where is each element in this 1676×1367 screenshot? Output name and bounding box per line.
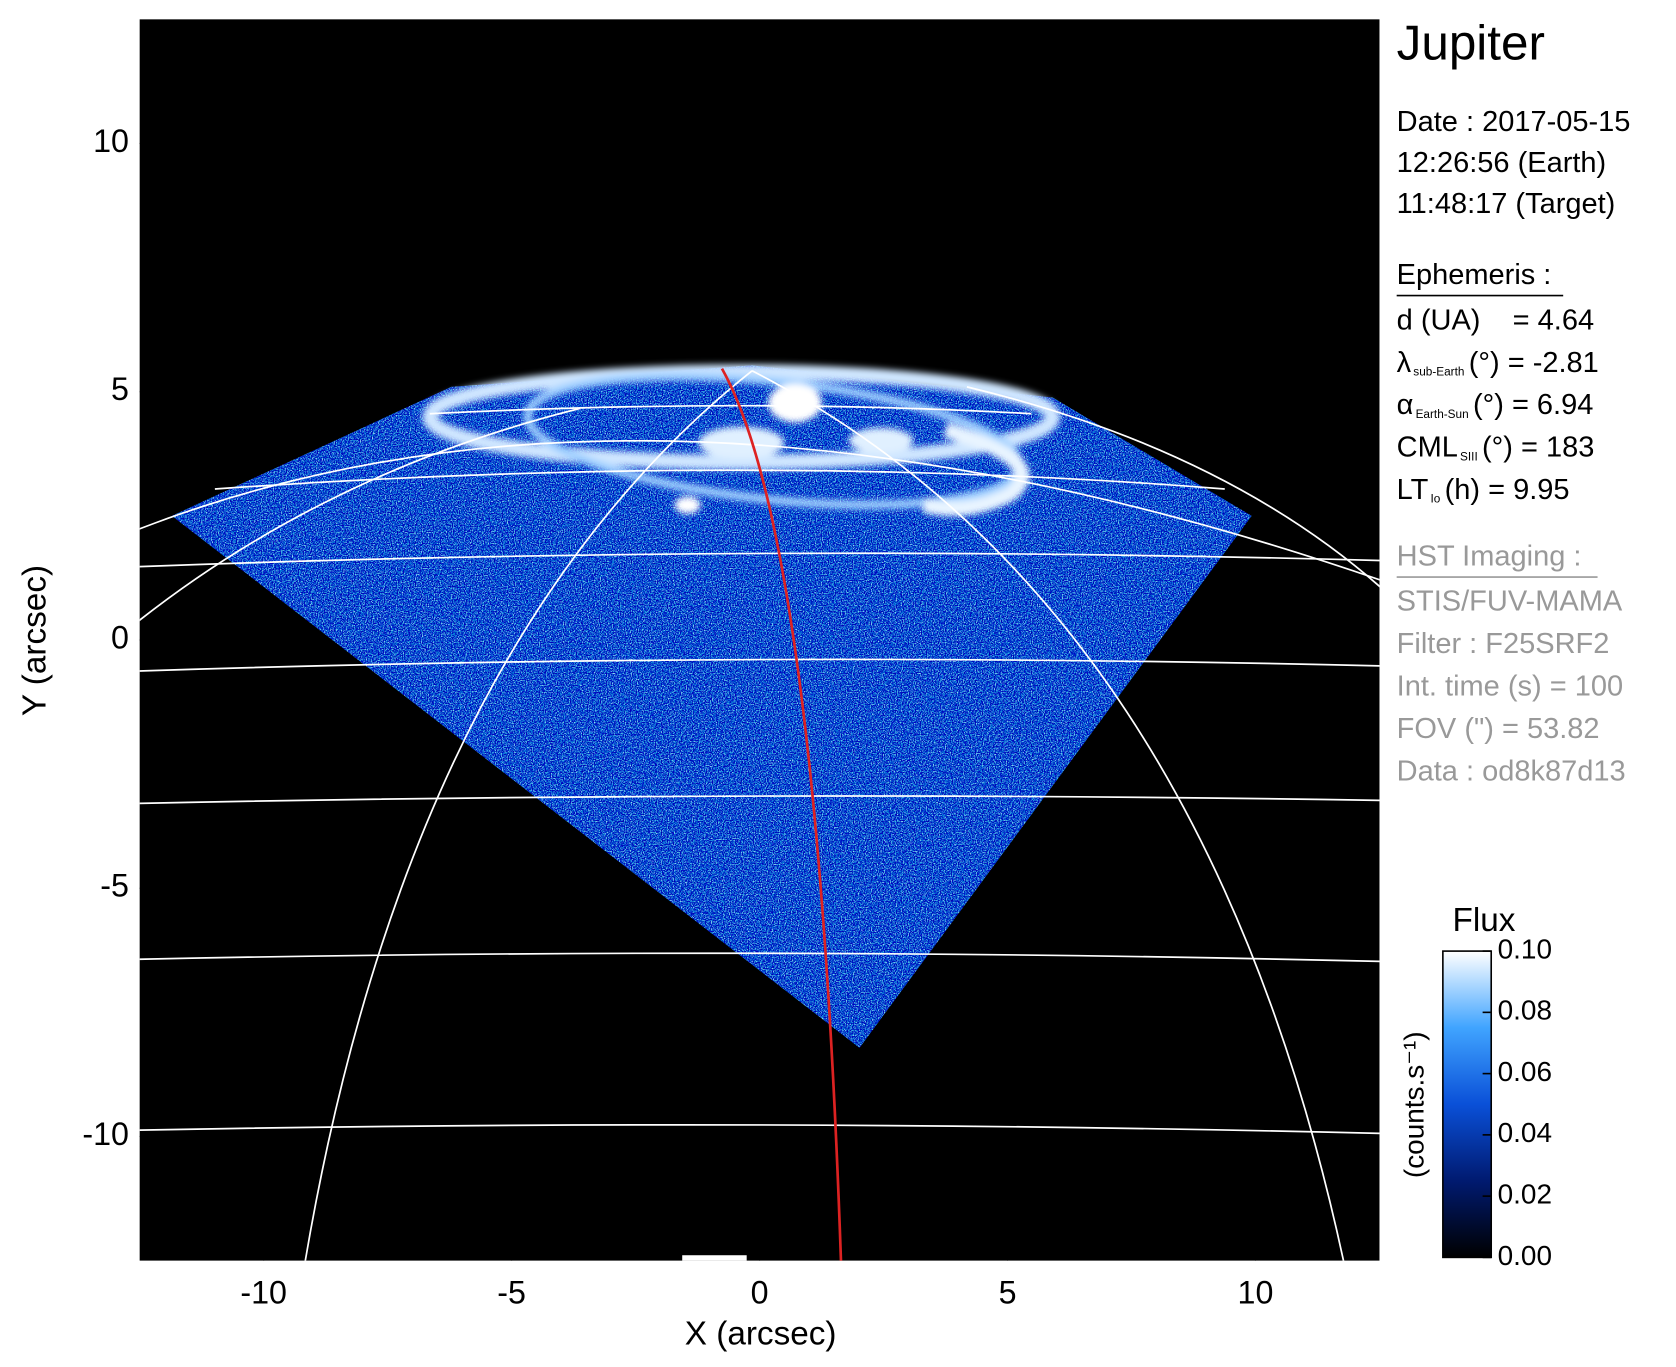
x-tick-label: -5: [497, 1275, 526, 1311]
ephemeris-row: λ sub-Earth (°) = -2.81: [1397, 346, 1599, 378]
imaging-line: Int. time (s) = 100: [1397, 670, 1623, 702]
imaging-line: Data : od8k87d13: [1397, 755, 1626, 787]
row-value: (h) = 9.95: [1445, 474, 1570, 506]
row-subscript: Earth-Sun: [1416, 407, 1469, 421]
imaging-line: FOV (") = 53.82: [1397, 713, 1600, 745]
x-tick-label: 10: [1238, 1275, 1274, 1311]
date-line: 11:48:17 (Target): [1397, 188, 1616, 220]
row-value: (°) = -2.81: [1469, 346, 1599, 378]
row-value: (°) = 183: [1482, 431, 1594, 463]
row-subscript: sub-Earth: [1413, 365, 1464, 379]
ephemeris-heading: Ephemeris :: [1397, 259, 1552, 291]
y-tick-label: -5: [100, 868, 129, 904]
row-label: CML: [1397, 431, 1458, 463]
y-tick-label: 10: [93, 123, 129, 159]
colorbar-title: Flux: [1453, 902, 1516, 939]
colorbar: [1442, 950, 1493, 1259]
row-label: α: [1397, 389, 1414, 421]
image-layer: [139, 364, 1380, 1261]
colorbar-label: (counts.s⁻¹): [1398, 1031, 1429, 1178]
x-tick-label: 5: [999, 1275, 1017, 1311]
row-value: (°) = 6.94: [1473, 389, 1593, 421]
row-subscript: Io: [1431, 492, 1441, 506]
y-tick-label: 5: [111, 371, 129, 407]
y-tick-label: 0: [111, 619, 129, 655]
y-tick-label: -10: [82, 1116, 129, 1152]
colorbar-tick-label: 0.00: [1498, 1240, 1552, 1271]
date-line: Date : 2017-05-15: [1397, 106, 1631, 138]
row-value: = 4.64: [1513, 304, 1594, 336]
central-meridian: [720, 367, 843, 1261]
row-label: λ: [1397, 346, 1412, 378]
colorbar-tick-label: 0.08: [1498, 995, 1552, 1026]
ephemeris-row: α Earth-Sun (°) = 6.94: [1397, 389, 1594, 421]
colorbar-tick-label: 0.10: [1498, 933, 1552, 964]
imaging-line: Filter : F25SRF2: [1397, 628, 1610, 660]
image-artifact: [682, 1255, 747, 1261]
date-line: 12:26:56 (Earth): [1397, 147, 1607, 179]
row-subscript: SIII: [1460, 449, 1478, 463]
y-axis-label: Y (arcsec): [16, 565, 53, 716]
aurora: [422, 364, 1061, 517]
panel-title: Jupiter: [1397, 15, 1545, 70]
x-tick-label: -10: [240, 1275, 287, 1311]
x-tick-label: 0: [751, 1275, 769, 1311]
ephemeris-row: CML SIII (°) = 183: [1397, 431, 1595, 463]
colorbar-tick-label: 0.04: [1498, 1117, 1552, 1148]
imaging-heading: HST Imaging :: [1397, 540, 1582, 572]
coordinate-grid: [139, 370, 1380, 1261]
x-axis-label: X (arcsec): [685, 1316, 837, 1353]
ephemeris-row: LT Io (h) = 9.95: [1397, 474, 1570, 506]
row-label: d (UA): [1397, 304, 1481, 336]
ephemeris-row: d (UA) = 4.64: [1397, 304, 1594, 336]
imaging-line: STIS/FUV-MAMA: [1397, 586, 1623, 618]
colorbar-tick-label: 0.06: [1498, 1056, 1552, 1087]
colorbar-tick-label: 0.02: [1498, 1178, 1552, 1209]
row-label: LT: [1397, 474, 1429, 506]
